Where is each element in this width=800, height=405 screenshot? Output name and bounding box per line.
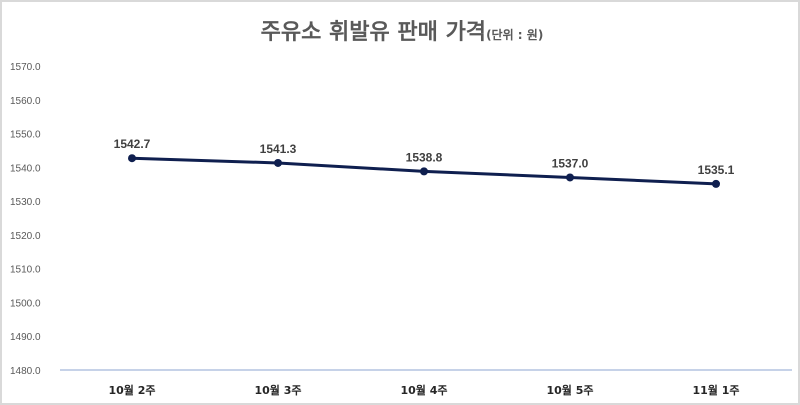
y-tick-label: 1500.0	[10, 298, 41, 309]
data-label: 1535.1	[698, 163, 735, 177]
y-tick-label: 1480.0	[10, 366, 41, 377]
title-text: 주유소 휘발유 판매 가격	[260, 20, 487, 45]
y-tick-label: 1530.0	[10, 197, 41, 208]
chart-title: 주유소 휘발유 판매 가격(단위 : 원)	[2, 14, 798, 46]
x-tick-label: 10월 3주	[254, 383, 301, 397]
data-point	[712, 179, 720, 188]
y-tick-label: 1540.0	[10, 163, 41, 174]
data-label: 1542.7	[114, 137, 151, 151]
y-tick-label: 1550.0	[10, 130, 41, 141]
unit-note: (단위 : 원)	[486, 28, 544, 42]
data-point	[128, 154, 136, 163]
y-tick-label: 1560.0	[10, 96, 41, 107]
data-point	[420, 167, 428, 176]
x-tick-label: 11월 1주	[692, 383, 739, 397]
y-tick-label: 1490.0	[10, 332, 41, 343]
x-tick-label: 10월 2주	[108, 383, 155, 397]
data-point	[274, 158, 282, 167]
data-point	[566, 173, 574, 182]
data-label: 1538.8	[406, 150, 443, 164]
y-tick-label: 1520.0	[10, 231, 41, 242]
data-label: 1537.0	[552, 156, 589, 170]
data-label: 1541.3	[260, 142, 297, 156]
x-tick-label: 10월 4주	[400, 383, 447, 397]
y-tick-label: 1570.0	[10, 62, 41, 73]
x-tick-label: 10월 5주	[546, 383, 593, 397]
y-tick-label: 1510.0	[10, 265, 41, 276]
